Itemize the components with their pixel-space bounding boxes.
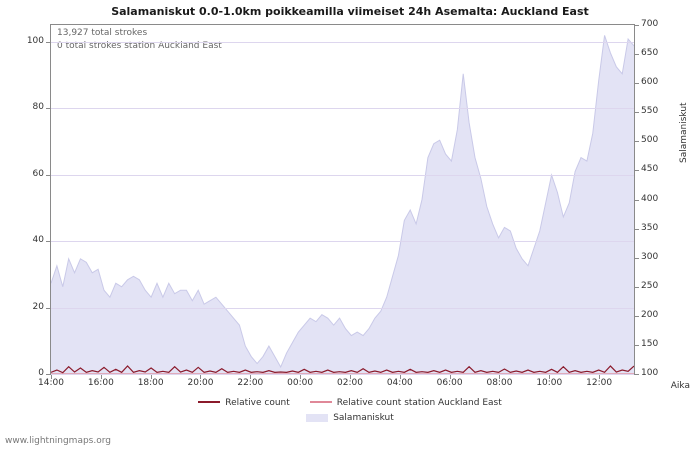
- x-tick-label: 06:00: [436, 378, 463, 388]
- y-tick-label-left: 0: [38, 368, 44, 378]
- legend-label: Relative count station Auckland East: [336, 398, 502, 408]
- y-tick-mark-left: [46, 374, 50, 375]
- page-title: Salamaniskut 0.0-1.0km poikkeamilla viim…: [111, 5, 589, 18]
- y-tick-label-right: 300: [641, 251, 659, 262]
- y-tick-mark-right: [635, 25, 639, 26]
- gridline: [51, 108, 634, 109]
- legend-item[interactable]: Relative count station Auckland East: [309, 396, 502, 411]
- y-tick-label-right: 250: [641, 280, 659, 291]
- x-tick-mark: [450, 375, 451, 379]
- legend-row-lines: Relative count Relative count station Auc…: [0, 396, 700, 411]
- y-tick-label-left: 40: [32, 235, 44, 246]
- annotation-station-strokes: 0 total strokes station Auckland East: [57, 41, 222, 51]
- y-tick-label-right: 550: [641, 106, 659, 117]
- y-tick-mark-left: [46, 108, 50, 109]
- x-tick-mark: [549, 375, 550, 379]
- y-tick-mark-left: [46, 175, 50, 176]
- x-tick-label: 22:00: [237, 378, 264, 388]
- y-tick-mark-right: [635, 54, 639, 55]
- legend-label: Salamaniskut: [333, 412, 394, 423]
- y-tick-label-right: 600: [641, 77, 659, 88]
- chart-legend: Relative count Relative count station Auc…: [0, 396, 700, 425]
- y-tick-mark-right: [635, 112, 639, 113]
- y-tick-label-right: 650: [641, 48, 659, 59]
- x-tick-mark: [51, 375, 52, 379]
- gridline: [51, 42, 634, 43]
- x-tick-label: 00:00: [287, 378, 314, 388]
- y-tick-mark-right: [635, 229, 639, 230]
- gridline: [51, 308, 634, 309]
- annotation-total-strokes: 13,927 total strokes: [57, 28, 148, 38]
- legend-item[interactable]: Relative count: [198, 396, 290, 411]
- x-tick-mark: [350, 375, 351, 379]
- x-tick-mark: [200, 375, 201, 379]
- legend-item[interactable]: Salamaniskut: [306, 411, 394, 426]
- x-tick-label: 10:00: [536, 378, 563, 388]
- y-tick-label-right: 200: [641, 309, 659, 320]
- line-series-relative-count: [51, 365, 634, 374]
- x-tick-mark: [599, 375, 600, 379]
- y-tick-mark-left: [46, 241, 50, 242]
- legend-swatch-icon: [306, 413, 329, 422]
- y-tick-mark-left: [46, 42, 50, 43]
- y-tick-mark-right: [635, 83, 639, 84]
- y-tick-label-right: 700: [641, 19, 659, 29]
- y-tick-label-right: 450: [641, 164, 659, 175]
- plot-area: 13,927 total strokes 0 total strokes sta…: [50, 24, 635, 375]
- y-tick-label-left: 20: [32, 301, 44, 312]
- area-series-outline: [51, 35, 634, 369]
- y-tick-mark-left: [46, 308, 50, 309]
- x-tick-label: 20:00: [187, 378, 214, 388]
- area-series-strokes: [51, 35, 634, 374]
- x-axis-label: Aika: [670, 381, 690, 391]
- x-tick-mark: [400, 375, 401, 379]
- y-tick-label-left: 60: [32, 168, 44, 179]
- y-tick-label-right: 400: [641, 193, 659, 204]
- y-tick-mark-right: [635, 374, 639, 375]
- x-tick-mark: [300, 375, 301, 379]
- x-tick-mark: [101, 375, 102, 379]
- x-tick-mark: [499, 375, 500, 379]
- y-tick-label-right: 350: [641, 222, 659, 233]
- y-tick-label-left: 100: [26, 35, 44, 46]
- y-tick-mark-right: [635, 345, 639, 346]
- legend-row-area: Salamaniskut: [0, 411, 700, 426]
- x-tick-label: 16:00: [87, 378, 114, 388]
- y-tick-mark-right: [635, 287, 639, 288]
- y-tick-mark-right: [635, 316, 639, 317]
- gridline: [51, 374, 634, 375]
- legend-line-icon: [309, 401, 332, 403]
- gridline: [51, 175, 634, 176]
- y-tick-mark-right: [635, 200, 639, 201]
- y-tick-mark-right: [635, 170, 639, 171]
- y-tick-label-right: 100: [641, 368, 659, 378]
- x-tick-label: 04:00: [386, 378, 413, 388]
- x-tick-mark: [250, 375, 251, 379]
- y-axis-label-right: Salamaniskut: [679, 102, 689, 163]
- x-tick-label: 14:00: [38, 378, 64, 388]
- x-tick-label: 18:00: [137, 378, 164, 388]
- y-tick-mark-right: [635, 141, 639, 142]
- watermark: www.lightningmaps.org: [5, 436, 111, 446]
- x-tick-mark: [151, 375, 152, 379]
- x-tick-label: 08:00: [486, 378, 513, 388]
- y-tick-mark-right: [635, 258, 639, 259]
- y-tick-label-right: 500: [641, 135, 659, 146]
- y-tick-label-right: 150: [641, 338, 659, 349]
- legend-line-icon: [198, 401, 221, 403]
- x-tick-label: 02:00: [337, 378, 363, 388]
- chart-series-svg: [51, 35, 634, 374]
- gridline: [51, 241, 634, 242]
- y-tick-label-left: 80: [32, 102, 44, 113]
- legend-label: Relative count: [225, 398, 290, 408]
- x-tick-label: 12:00: [586, 378, 613, 388]
